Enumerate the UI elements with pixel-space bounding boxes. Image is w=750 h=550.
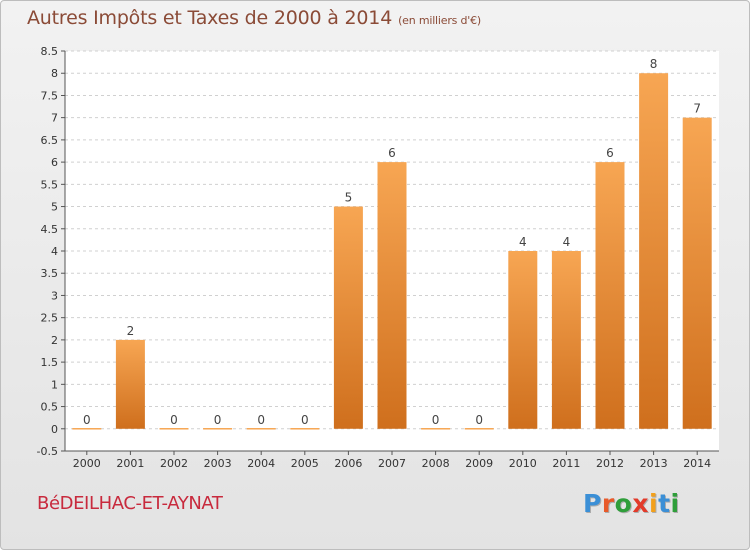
value-label: 6 <box>388 146 396 160</box>
y-tick-label: 4.5 <box>41 223 59 236</box>
value-label: 0 <box>301 413 309 427</box>
x-tick-label: 2013 <box>640 457 668 470</box>
y-tick-label: 6.5 <box>41 134 59 147</box>
y-tick-label: 3 <box>51 289 58 302</box>
bar-2008 <box>421 428 451 430</box>
logo-letter: i <box>649 489 659 518</box>
y-tick-label: 4 <box>51 245 58 258</box>
bars <box>72 73 712 430</box>
y-tick-label: 7 <box>51 112 58 125</box>
x-tick-label: 2011 <box>552 457 580 470</box>
logo-letter: t <box>658 489 671 518</box>
y-tick-label: 5.5 <box>41 178 59 191</box>
bar-2002 <box>159 428 189 430</box>
bar-2005 <box>290 428 320 430</box>
y-tick-label: -0.5 <box>37 445 58 458</box>
value-label: 7 <box>693 102 701 116</box>
bar-2013 <box>639 73 669 429</box>
x-tick-label: 2007 <box>378 457 406 470</box>
y-tick-label: 6 <box>51 156 58 169</box>
value-label: 0 <box>170 413 178 427</box>
bar-2010 <box>508 251 538 429</box>
bar-2004 <box>246 428 276 430</box>
y-tick-label: 8.5 <box>41 45 59 58</box>
y-tick-label: 5 <box>51 201 58 214</box>
value-label: 0 <box>214 413 222 427</box>
x-tick-label: 2012 <box>596 457 624 470</box>
y-tick-label: 0.5 <box>41 401 59 414</box>
value-label: 0 <box>432 413 440 427</box>
y-tick-label: 3.5 <box>41 267 59 280</box>
unit-label: (en milliers d'€) <box>398 14 481 27</box>
x-tick-label: 2004 <box>247 457 275 470</box>
x-tick-label: 2003 <box>204 457 232 470</box>
value-label: 0 <box>257 413 265 427</box>
logo-letter: o <box>614 489 633 518</box>
data-labels: 0 2 0 0 0 0 5 6 0 0 4 4 6 8 7 <box>83 57 701 427</box>
y-tick-label: 1 <box>51 378 58 391</box>
x-tick-label: 2001 <box>116 457 144 470</box>
chart-title: Autres Impôts et Taxes de 2000 à 2014 (en… <box>27 7 481 29</box>
bar-2014 <box>682 117 712 429</box>
value-label: 2 <box>127 324 135 338</box>
logo-letter: r <box>601 489 615 518</box>
x-tick-label: 2010 <box>509 457 537 470</box>
y-tick-label: 1.5 <box>41 356 59 369</box>
logo-letter: x <box>632 489 649 518</box>
proxiti-logo: Proxiti <box>583 489 680 518</box>
value-label: 5 <box>345 191 353 205</box>
bar-2011 <box>551 251 581 429</box>
value-label: 8 <box>650 57 658 71</box>
bar-2007 <box>377 162 407 429</box>
x-tick-label: 2008 <box>422 457 450 470</box>
value-label: 4 <box>563 235 571 249</box>
commune-name: BéDEILHAC-ET-AYNAT <box>37 493 223 514</box>
logo-letter: i <box>670 489 680 518</box>
x-tick-label: 2000 <box>73 457 101 470</box>
y-tick-label: 2 <box>51 334 58 347</box>
value-label: 6 <box>606 146 614 160</box>
y-tick-label: 8 <box>51 67 58 80</box>
y-tick-label: 7.5 <box>41 89 59 102</box>
axes: -0.5 0 0.5 1 1.5 2 2.5 3 3.5 4 4.5 5 5.5 6 6.5 7 7.5 8 8.5… <box>37 45 719 470</box>
value-label: 0 <box>475 413 483 427</box>
title-text: Autres Impôts et Taxes de 2000 à 2014 <box>27 7 393 29</box>
y-tick-label: 2.5 <box>41 312 59 325</box>
bar-2012 <box>595 162 625 429</box>
bar-2006 <box>333 206 363 429</box>
value-label: 4 <box>519 235 527 249</box>
x-tick-label: 2006 <box>334 457 362 470</box>
bar-2001 <box>115 339 145 429</box>
value-label: 0 <box>83 413 91 427</box>
y-tick-label: 0 <box>51 423 58 436</box>
x-tick-label: 2005 <box>291 457 319 470</box>
bar-2009 <box>464 428 494 430</box>
bar-2000 <box>72 428 102 430</box>
x-tick-label: 2009 <box>465 457 493 470</box>
x-tick-label: 2002 <box>160 457 188 470</box>
bar-2003 <box>203 428 233 430</box>
logo-letter: P <box>583 489 602 518</box>
x-tick-label: 2014 <box>683 457 711 470</box>
